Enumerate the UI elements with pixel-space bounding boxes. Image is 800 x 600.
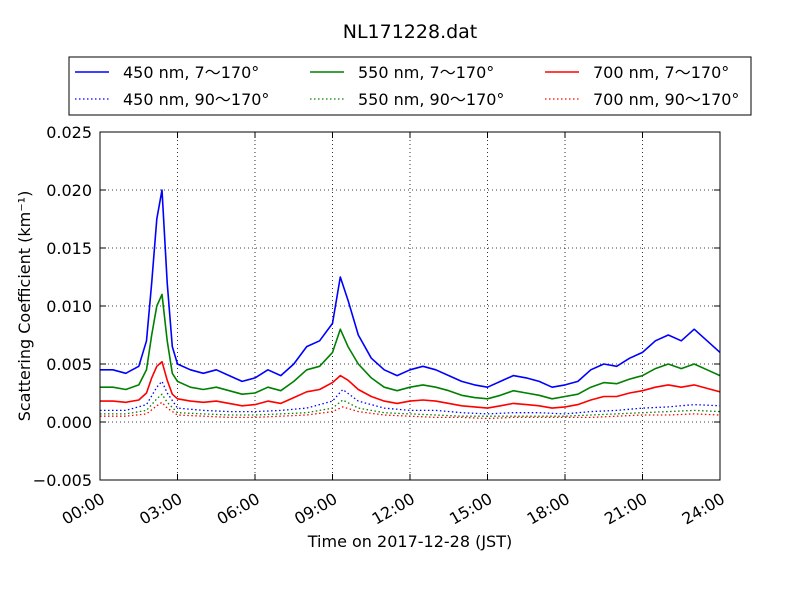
legend-label: 550 nm, 90～170° (358, 90, 504, 109)
y-tick-label: 0.015 (46, 239, 92, 258)
legend-label: 450 nm, 90～170° (123, 90, 269, 109)
grid (100, 132, 720, 480)
legend-label: 550 nm, 7～170° (358, 63, 494, 82)
series-line (100, 360, 720, 409)
series-line (100, 380, 720, 415)
series-line (100, 189, 720, 389)
legend: 450 nm, 7～170° 450 nm, 90～170° 550 nm, 7～1… (68, 56, 752, 116)
series-layer (100, 189, 720, 420)
series-line (100, 293, 720, 400)
x-axis-label: Time on 2017-12-28 (JST) (307, 532, 512, 551)
y-axis-label: Scattering Coefficient (km⁻¹) (15, 191, 34, 422)
y-tick-label: 0.025 (46, 123, 92, 142)
y-tick-label: −0.005 (33, 471, 92, 490)
y-tick-label: 0.020 (46, 181, 92, 200)
legend-frame (68, 56, 752, 116)
chart-title: NL171228.dat (343, 21, 478, 43)
series-line (100, 393, 720, 417)
y-tick-label: 0.000 (46, 413, 92, 432)
series-line (100, 401, 720, 420)
plot-area: 00:00 03:00 06:00 09:00 12:00 15:00 18:00 21:00… (33, 123, 728, 529)
legend-label: 450 nm, 7～170° (123, 63, 259, 82)
legend-label: 700 nm, 7～170° (593, 63, 729, 82)
y-tick-label: 0.005 (46, 355, 92, 374)
y-tick-label: 0.010 (46, 297, 92, 316)
legend-label: 700 nm, 90～170° (593, 90, 739, 109)
